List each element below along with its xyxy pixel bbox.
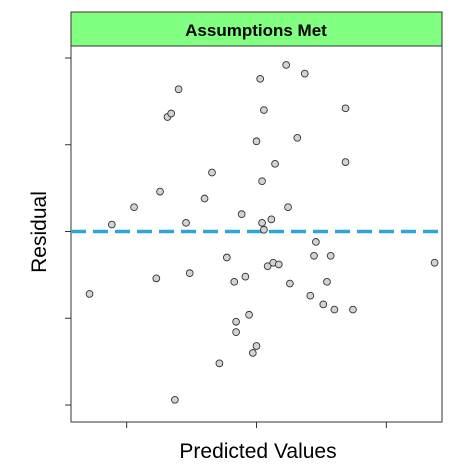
data-point-1 [107,220,116,229]
data-points [85,61,439,404]
data-point-44 [326,251,335,260]
chart-title: Assumptions Met [185,21,327,40]
data-point-33 [274,260,283,269]
data-point-43 [323,277,331,286]
data-point-15 [230,277,239,286]
data-point-23 [252,137,261,146]
data-point-25 [258,177,266,186]
data-point-20 [245,310,253,319]
data-point-34 [282,61,291,69]
data-point-17 [232,328,240,336]
data-point-27 [260,106,268,114]
data-point-10 [185,269,194,277]
data-point-2 [130,203,138,212]
data-point-28 [260,225,268,234]
data-point-39 [306,291,315,300]
data-point-19 [241,272,250,281]
x-axis-ticks [126,422,387,428]
data-point-35 [284,203,292,212]
x-axis-label: Predicted Values [179,440,336,463]
data-point-38 [300,69,309,78]
data-point-46 [341,104,350,113]
data-point-4 [156,187,164,196]
data-point-8 [174,85,183,94]
y-axis-label: Residual [28,191,51,273]
data-point-12 [208,168,216,177]
data-point-3 [152,274,161,283]
data-point-26 [258,218,266,227]
data-point-18 [237,210,246,219]
data-point-22 [252,342,261,350]
data-point-42 [319,300,328,309]
data-point-11 [200,194,209,203]
data-point-16 [232,317,240,326]
data-point-7 [171,395,179,404]
data-point-0 [85,290,94,298]
data-point-13 [215,359,224,368]
data-point-14 [222,253,231,262]
data-point-48 [349,305,357,314]
data-point-6 [167,109,176,118]
data-point-37 [293,133,302,142]
data-point-30 [267,215,276,224]
data-point-21 [248,349,257,357]
strip-header [70,11,443,47]
data-point-49 [430,258,439,267]
data-point-9 [182,218,190,227]
data-point-40 [310,251,318,260]
data-point-29 [263,262,272,271]
plot-frame [70,45,443,423]
y-axis-ticks [65,57,71,406]
data-point-47 [341,158,350,166]
data-point-24 [256,74,265,83]
data-point-45 [330,305,339,314]
data-point-32 [271,159,279,168]
data-point-41 [312,238,320,246]
data-point-36 [286,279,294,288]
